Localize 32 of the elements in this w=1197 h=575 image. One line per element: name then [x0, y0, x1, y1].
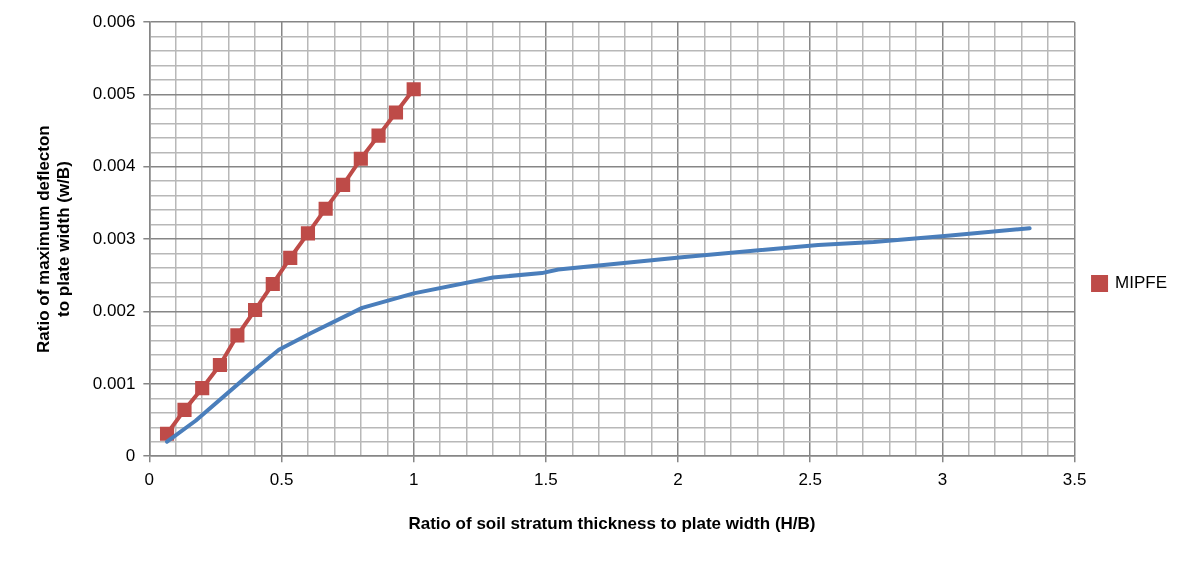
point [353, 151, 368, 166]
y-tick-label: 0.002 [92, 301, 136, 321]
y-tick-label: 0.004 [92, 156, 136, 176]
point [388, 105, 404, 120]
point [336, 177, 351, 192]
x-tick-label: 0 [144, 470, 155, 490]
point [318, 201, 333, 216]
point [177, 402, 192, 417]
y-axis-title: Ratio of maximum deflecton to plate width (w/B) [33, 125, 74, 353]
x-tick-label: 3 [937, 470, 948, 490]
y-tick-label: 0 [125, 445, 136, 465]
x-tick-label: 1.5 [534, 470, 558, 490]
x-tick-label: 0.5 [269, 470, 294, 490]
x-tick-label: 3.5 [1062, 470, 1087, 490]
x-tick-label: 1 [408, 470, 419, 490]
point [265, 276, 280, 292]
legend-label: MIPFE [1115, 273, 1168, 293]
x-tick-label: 2 [673, 470, 683, 490]
point [371, 128, 386, 143]
point [300, 226, 316, 241]
y-tick-label: 0.001 [92, 373, 136, 393]
y-tick-label: 0.005 [92, 84, 136, 104]
point [230, 328, 245, 343]
point [283, 250, 298, 265]
y-tick-label: 0.006 [92, 11, 136, 31]
point [248, 302, 263, 318]
point [212, 357, 227, 373]
point [195, 381, 210, 396]
point [406, 82, 421, 97]
x-tick-label: 2.5 [798, 470, 823, 490]
y-tick-label: 0.003 [92, 228, 136, 248]
x-axis-title: Ratio of soil stratum thickness to plate width (H/B) [408, 514, 816, 534]
